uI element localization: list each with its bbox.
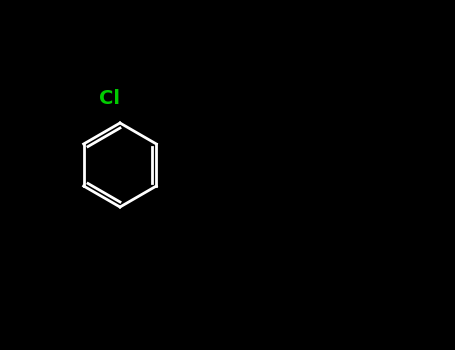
Text: Cl: Cl xyxy=(100,89,121,107)
